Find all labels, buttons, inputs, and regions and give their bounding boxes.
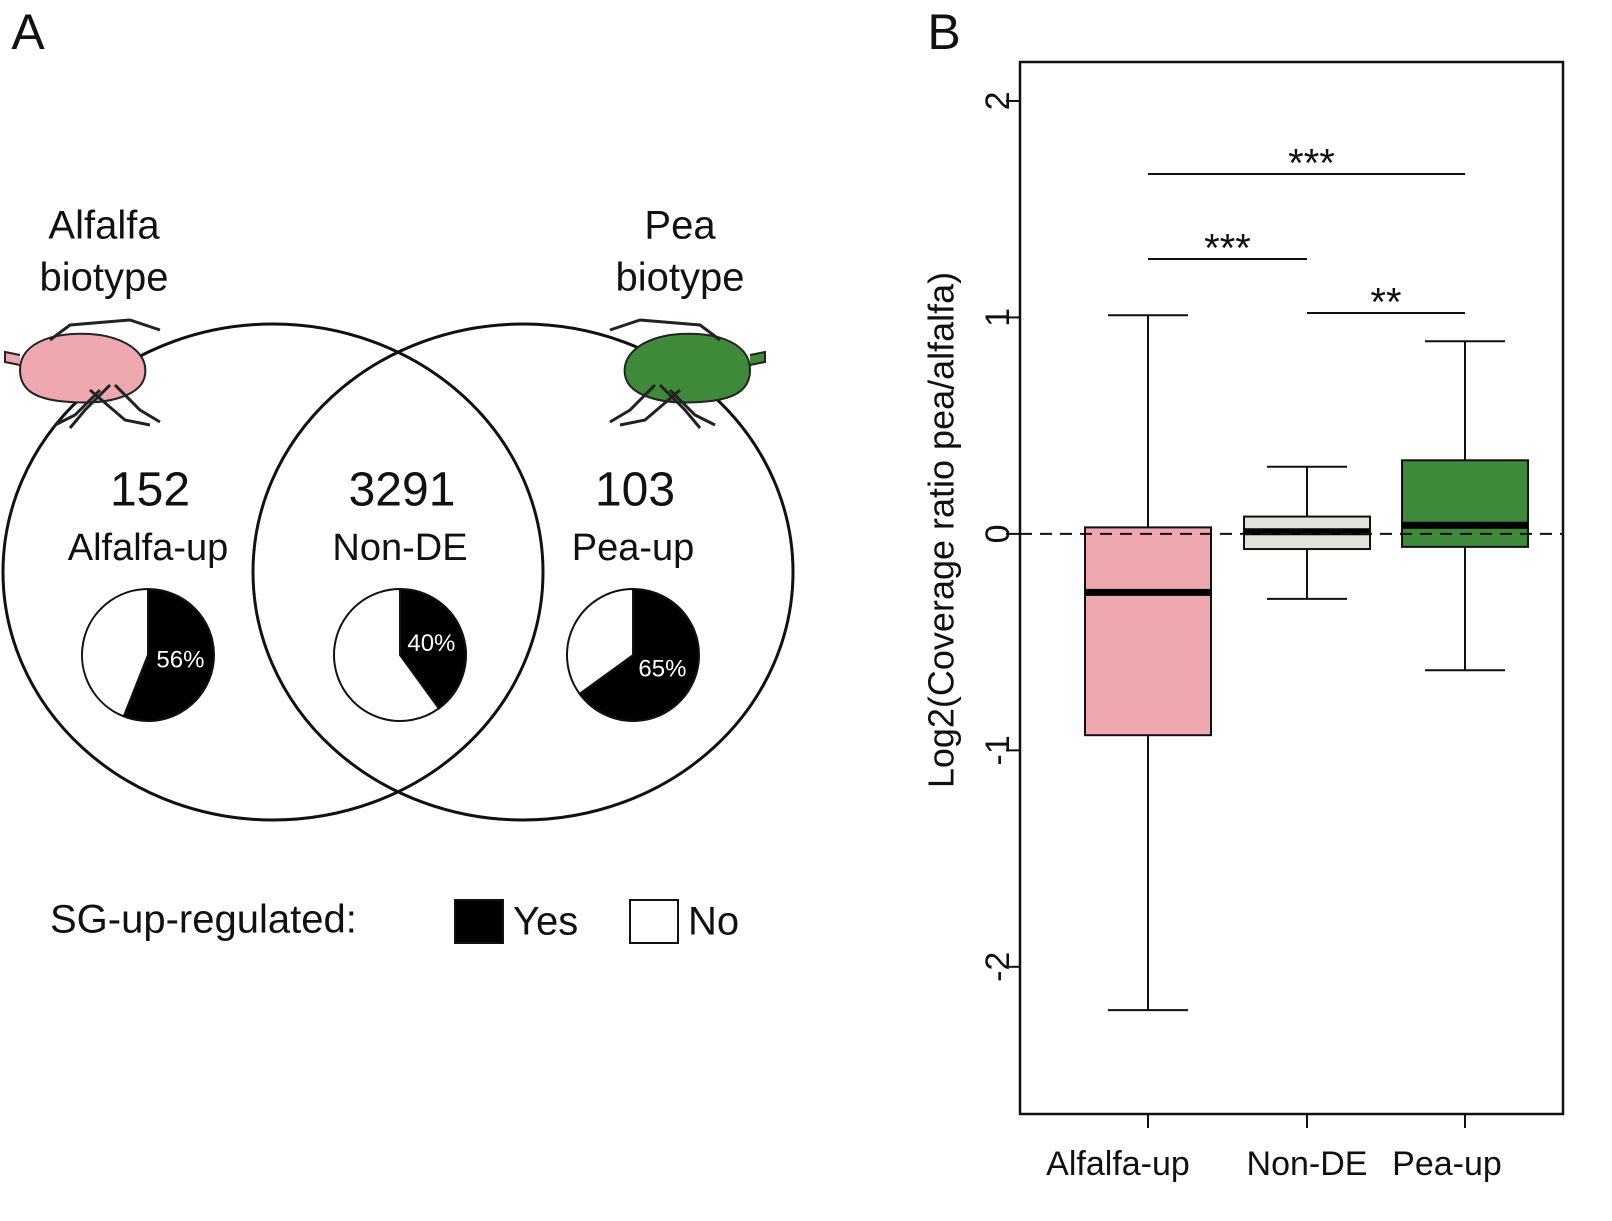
region-count: 3291 xyxy=(349,464,456,517)
pie-label: 56% xyxy=(156,647,204,674)
plot-frame xyxy=(1018,60,1565,1116)
set-label: Alfalfa xyxy=(48,204,160,248)
region-name: Pea-up xyxy=(572,527,695,569)
x-tick-label: Pea-up xyxy=(1392,1145,1502,1183)
legend-swatch xyxy=(629,899,679,944)
pie-label: 65% xyxy=(638,655,686,682)
pie-slice xyxy=(122,587,215,722)
aphid xyxy=(4,318,161,429)
region-count: 103 xyxy=(595,464,675,517)
pie-slice xyxy=(399,587,467,710)
pie-slice xyxy=(81,587,149,718)
y-tick-label: -2 xyxy=(979,952,1017,982)
y-tick-label: 2 xyxy=(979,92,1017,111)
pie-slice xyxy=(333,587,441,722)
set-label: biotype xyxy=(40,256,169,300)
y-tick-label: -1 xyxy=(979,735,1017,765)
legend-title: SG-up-regulated: xyxy=(50,898,357,942)
aphid-body xyxy=(18,332,147,404)
pie-slice xyxy=(566,587,634,696)
region-name: Non-DE xyxy=(332,527,467,569)
significance-label: ** xyxy=(1370,281,1401,325)
legend-label: No xyxy=(688,900,739,944)
region-count: 152 xyxy=(110,464,190,517)
panel-label: B xyxy=(927,4,960,60)
legend-label: Yes xyxy=(513,900,578,944)
box xyxy=(1084,526,1212,737)
legend-swatch xyxy=(454,899,504,944)
venn-circle xyxy=(251,322,795,822)
aphid-head xyxy=(749,350,766,366)
region-name: Alfalfa-up xyxy=(68,527,229,569)
aphid-body xyxy=(623,332,752,404)
set-label: biotype xyxy=(616,256,745,300)
venn-circle xyxy=(1,322,545,822)
box xyxy=(1401,459,1529,548)
pie-slice xyxy=(578,587,700,722)
x-tick-label: Alfalfa-up xyxy=(1046,1145,1190,1183)
y-axis-label: Log2(Coverage ratio pea/alfalfa) xyxy=(921,272,962,788)
aphid-legs xyxy=(49,318,161,429)
pie-label: 40% xyxy=(407,630,455,657)
significance-label: *** xyxy=(1288,142,1335,186)
x-tick-label: Non-DE xyxy=(1247,1145,1368,1183)
y-tick-label: 0 xyxy=(979,524,1017,543)
set-label: Pea xyxy=(644,204,716,248)
panel-label: A xyxy=(11,4,45,60)
significance-label: *** xyxy=(1204,227,1251,271)
aphid-legs xyxy=(609,318,721,429)
aphid xyxy=(609,318,766,429)
aphid-head xyxy=(4,350,21,366)
y-tick-label: 1 xyxy=(979,308,1017,327)
